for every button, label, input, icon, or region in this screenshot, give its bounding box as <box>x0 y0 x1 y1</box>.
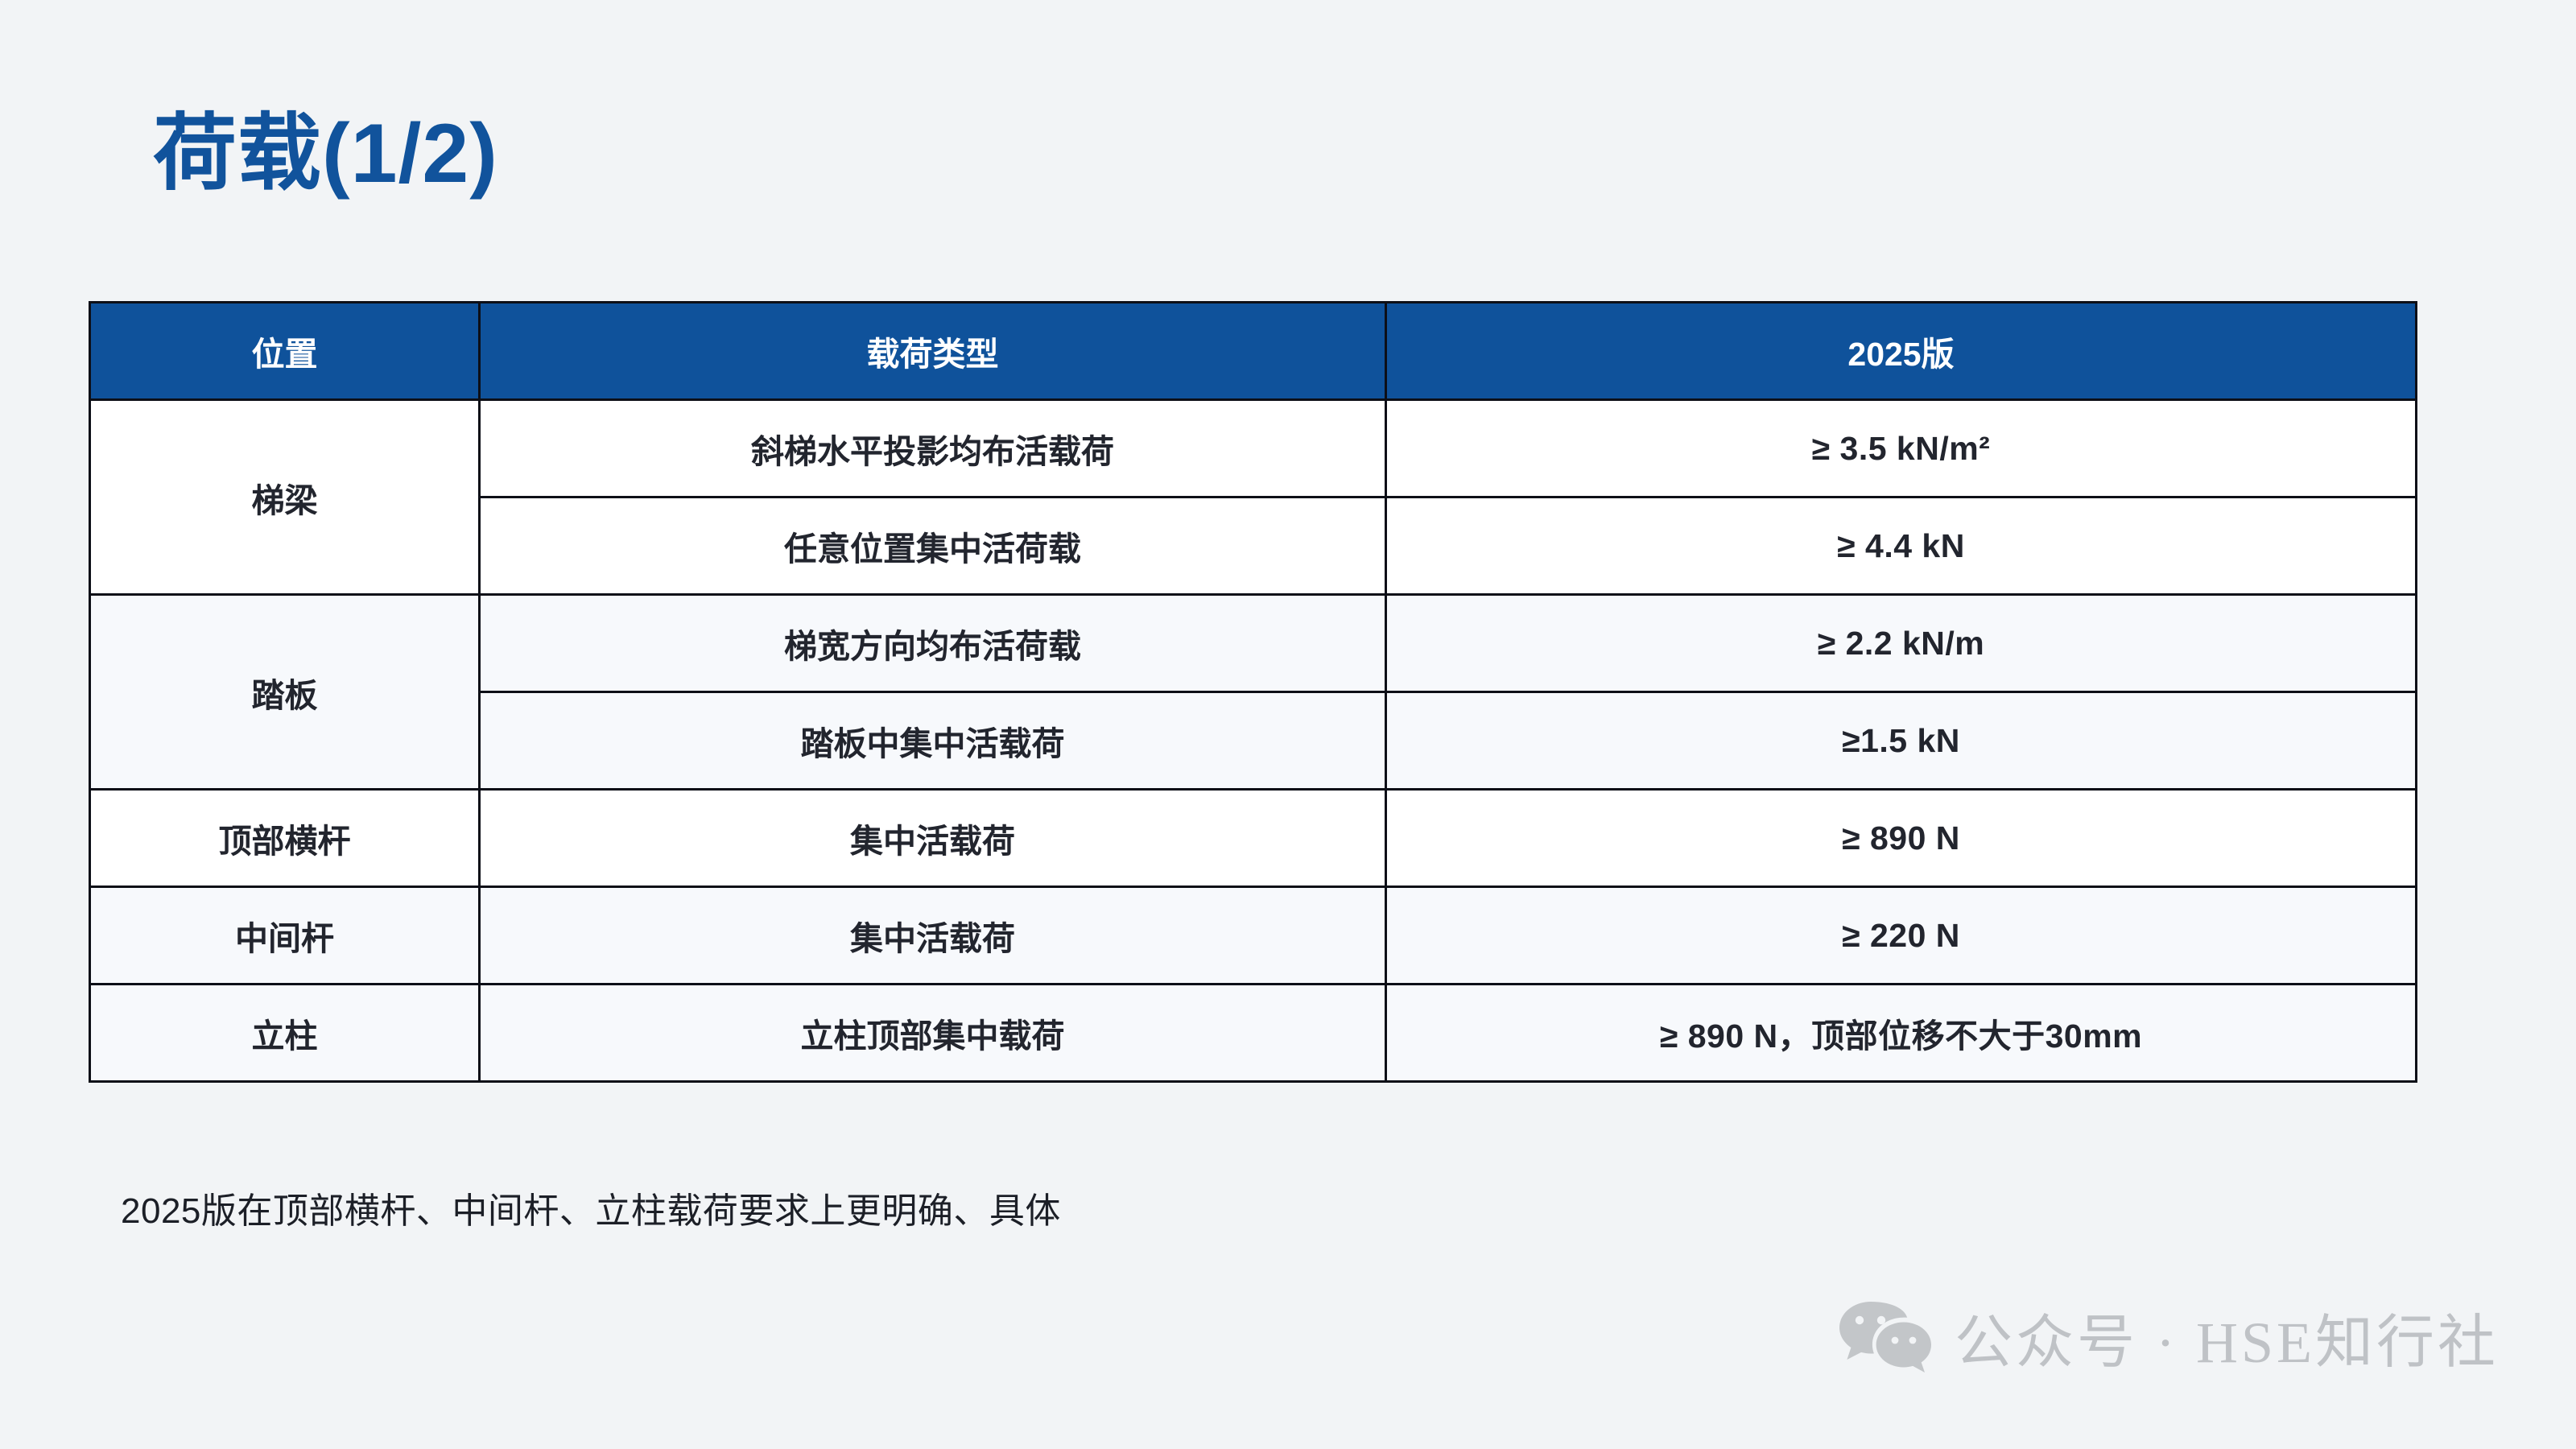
cell-position: 梯梁 <box>89 398 481 596</box>
cell-load-type: 梯宽方向均布活荷载 <box>478 593 1387 693</box>
cell-position: 踏板 <box>89 593 481 791</box>
cell-position: 中间杆 <box>89 886 481 985</box>
column-header-position: 位置 <box>89 301 481 401</box>
table-row: 任意位置集中活荷载 ≥ 4.4 kN <box>90 496 2417 596</box>
column-header-load-type: 载荷类型 <box>478 301 1387 401</box>
cell-load-type: 踏板中集中活载荷 <box>478 691 1387 791</box>
cell-load-type: 集中活载荷 <box>478 886 1387 985</box>
cell-value-2025: ≥ 890 N，顶部位移不大于30mm <box>1385 983 2417 1083</box>
cell-position: 立柱 <box>89 983 481 1083</box>
table-row: 立柱 立柱顶部集中载荷 ≥ 890 N，顶部位移不大于30mm <box>89 983 2417 1083</box>
footnote-text: 2025版在顶部横杆、中间杆、立柱载荷要求上更明确、具体 <box>121 1191 1061 1231</box>
table-row: 踏板中集中活载荷 ≥1.5 kN <box>90 691 2417 791</box>
page-title: 荷载(1/2) <box>153 107 498 200</box>
watermark-label: 公众号 · HSE知行社 <box>1955 1311 2499 1375</box>
cell-value-2025: ≥ 220 N <box>1385 886 2417 985</box>
table-body: 梯梁 斜梯水平投影均布活载荷 ≥ 3.5 kN/m² 任意位置集中活荷载 ≥ 4.4 k… <box>89 398 2417 1083</box>
cell-load-type: 任意位置集中活荷载 <box>478 496 1387 596</box>
table-row: 梯梁 斜梯水平投影均布活载荷 ≥ 3.5 kN/m² <box>89 398 2417 596</box>
cell-position: 顶部横杆 <box>89 788 481 888</box>
watermark: 公众号 · HSE知行社 <box>1837 1294 2499 1379</box>
table-header: 位置 载荷类型 2025版 <box>89 301 2417 401</box>
table-header-row: 位置 载荷类型 2025版 <box>89 301 2417 401</box>
wechat-icon <box>1839 1301 1931 1373</box>
table-row: 中间杆 集中活载荷 ≥ 220 N <box>89 886 2417 985</box>
table-row: 踏板 梯宽方向均布活荷载 ≥ 2.2 kN/m <box>89 593 2417 791</box>
cell-value-2025: ≥ 2.2 kN/m <box>1385 593 2417 693</box>
cell-value-2025: ≥ 890 N <box>1385 788 2417 888</box>
cell-value-2025: ≥ 4.4 kN <box>1385 496 2417 596</box>
cell-load-type: 斜梯水平投影均布活载荷 <box>478 398 1387 498</box>
cell-load-type: 立柱顶部集中载荷 <box>478 983 1387 1083</box>
table-row: 顶部横杆 集中活载荷 ≥ 890 N <box>89 788 2417 888</box>
cell-value-2025: ≥ 3.5 kN/m² <box>1385 398 2417 498</box>
spec-table-container: 位置 载荷类型 2025版 梯梁 斜梯水平投影均布活载荷 ≥ 3.5 kN/m² 任意… <box>89 301 2417 1083</box>
cell-value-2025: ≥1.5 kN <box>1385 691 2417 791</box>
load-requirements-table: 位置 载荷类型 2025版 梯梁 斜梯水平投影均布活载荷 ≥ 3.5 kN/m² 任意… <box>89 301 2417 1083</box>
column-header-version: 2025版 <box>1385 301 2417 401</box>
cell-load-type: 集中活载荷 <box>478 788 1387 888</box>
